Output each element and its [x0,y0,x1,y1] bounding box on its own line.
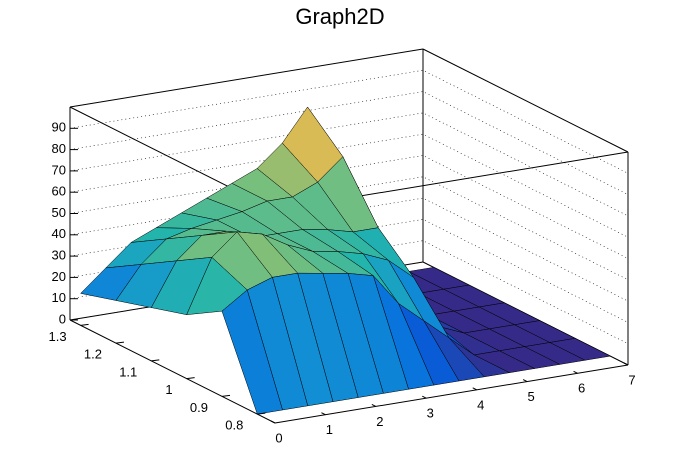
x-tick [270,420,276,424]
y-tick-label: 0.9 [190,400,208,415]
z-tick-label: 60 [52,184,66,199]
box-edge [422,48,629,153]
x-tick-label: 0 [275,430,282,445]
z-tick-label: 80 [52,141,66,156]
x-tick [472,387,477,391]
y-tick-label: 1.3 [49,329,67,344]
x-tick-label: 3 [427,406,434,421]
z-tick-label: 20 [52,269,66,284]
x-tick-label: 4 [477,397,484,412]
y-tick-label: 0.8 [225,418,243,433]
x-tick-label: 7 [628,372,635,387]
y-tick-label: 1 [165,382,172,397]
z-tick-label: 30 [52,248,66,263]
x-tick-label: 2 [376,414,383,429]
x-axis [274,364,629,424]
z-tick-label: 50 [52,205,66,220]
z-tick-label: 70 [52,162,66,177]
y-tick [221,394,231,397]
z-tick-label: 40 [52,226,66,241]
y-tick [257,412,266,415]
y-tick [80,323,89,326]
x-tick-label: 5 [528,389,535,404]
z-tick-label: 0 [59,311,66,326]
x-tick [573,370,578,374]
surface-cell [221,289,283,415]
y-axis [69,319,276,424]
x-tick [623,362,629,366]
z-tick-label: 10 [52,290,66,305]
x-tick [321,412,326,416]
x-tick [522,379,528,383]
chart-title: Graph2D [295,4,384,29]
y-tick-label: 1.2 [84,347,102,362]
x-tick [371,403,377,407]
x-tick-label: 6 [578,381,585,396]
x-tick [422,395,427,399]
y-tick [186,377,195,380]
y-tick [115,341,125,344]
y-tick-label: 1.1 [119,364,137,379]
box-edge [69,48,424,108]
y-tick [151,359,160,362]
z-tick-label: 90 [52,120,66,135]
x-tick-label: 1 [326,422,333,437]
